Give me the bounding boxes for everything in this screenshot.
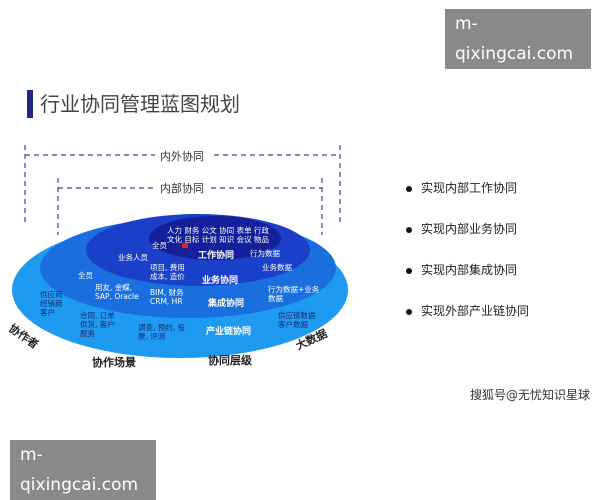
industry-mid1-1: 合同, 订单 [80, 310, 115, 320]
industry-left-1: 供应商 [40, 289, 63, 299]
integration-label: 集成协同 [207, 297, 244, 309]
scope-inner-label: 内部协同 [160, 181, 204, 195]
work-left: 全员 [152, 240, 167, 250]
integration-mid1-1: 用友, 金蝶, [95, 282, 132, 292]
title-accent-bar [27, 90, 33, 118]
integration-left: 全员 [78, 270, 93, 280]
integration-mid2-1: BIM, 财务 [150, 287, 184, 297]
page-title: 行业协同管理蓝图规划 [40, 92, 240, 116]
goal-item: 实现内部业务协同 [406, 219, 529, 260]
industry-mid1-2: 供货, 客户 [80, 319, 115, 329]
industry-right-2: 客户数据 [278, 319, 308, 329]
goal-item: 实现内部集成协同 [406, 260, 529, 301]
flag-icon [182, 243, 188, 248]
scope-outer-label: 内外协同 [160, 149, 204, 163]
goal-item: 实现外部产业链协同 [406, 301, 529, 342]
source-credit: 搜狐号@无忧知识星球 [470, 388, 591, 402]
integration-right-1: 行为数据+业务 [268, 284, 320, 294]
work-right: 行为数据 [250, 248, 280, 258]
business-label: 业务协同 [202, 274, 238, 286]
industry-right-1: 供应链数据 [278, 310, 316, 320]
business-left: 业务人员 [118, 252, 148, 262]
industry-mid2-1: 调查, 预约, 投 [138, 322, 186, 332]
label-collaborator: 协作者 [6, 321, 41, 351]
industry-label: 产业链协同 [206, 325, 251, 337]
integration-mid1-2: SAP, Oracle [95, 292, 139, 301]
blueprint-diagram: 内外协同 内部协同 人力 财务 公文 协同 表单 行政 文化 目标 计划 知识 … [6, 145, 348, 369]
watermark-top: m-qixingcai.com [445, 9, 591, 69]
business-right: 业务数据 [262, 262, 292, 272]
industry-mid1-3: 服务 [80, 328, 95, 338]
layer-work [149, 216, 281, 260]
work-items-1: 人力 财务 公文 协同 表单 行政 [167, 225, 269, 235]
integration-right-2: 数据 [268, 293, 283, 303]
business-mid-1: 项目, 费用 [150, 262, 185, 272]
industry-mid2-2: 票, 评测 [138, 332, 165, 341]
work-items-2: 文化 目标 计划 知识 会议 物品 [167, 234, 269, 244]
integration-mid2-2: CRM, HR [150, 297, 183, 306]
label-scenario: 协作场景 [92, 355, 136, 369]
business-mid-2: 成本, 造价 [150, 271, 185, 281]
goal-list: 实现内部工作协同 实现内部业务协同 实现内部集成协同 实现外部产业链协同 [406, 178, 529, 342]
industry-left-3: 客户 [40, 307, 55, 317]
label-level: 协同层级 [208, 353, 253, 367]
goal-item: 实现内部工作协同 [406, 178, 529, 219]
industry-left-2: 经销商 [40, 298, 63, 308]
watermark-bottom: m-qixingcai.com [10, 440, 156, 500]
work-label: 工作协同 [198, 249, 234, 261]
